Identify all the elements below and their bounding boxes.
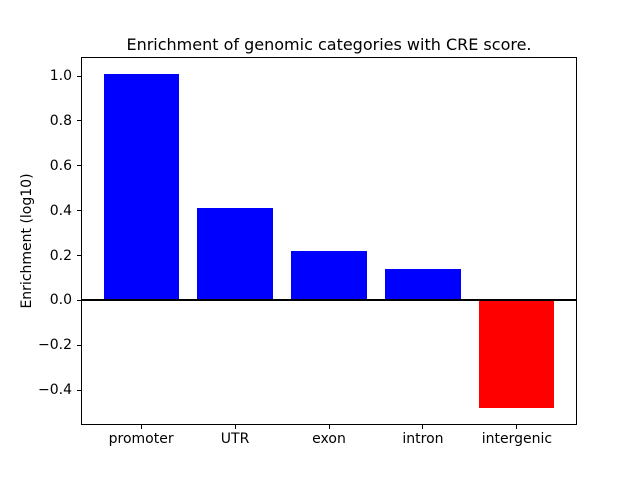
y-tick-label: 0.4 xyxy=(49,202,72,219)
chart-title: Enrichment of genomic categories with CR… xyxy=(126,35,532,54)
x-tick-label-intergenic: intergenic xyxy=(481,431,553,447)
y-axis-label: Enrichment (log10) xyxy=(19,173,35,309)
y-tick-label: 0.8 xyxy=(49,112,72,129)
x-tick-label-exon: exon xyxy=(312,431,346,447)
x-tick-label-intron: intron xyxy=(402,431,444,447)
bar-intron xyxy=(385,269,461,301)
y-tick-label: 1.0 xyxy=(49,68,72,85)
y-tick-mark xyxy=(77,255,81,257)
x-tick-mark xyxy=(140,425,142,429)
bar-exon xyxy=(291,251,367,301)
y-tick-label: 0.0 xyxy=(49,292,72,309)
y-tick-mark xyxy=(77,299,81,301)
y-tick-mark xyxy=(77,75,81,77)
x-tick-mark xyxy=(234,425,236,429)
x-tick-mark xyxy=(328,425,330,429)
y-tick-mark xyxy=(77,344,81,346)
bar-promoter xyxy=(103,73,179,301)
x-tick-mark xyxy=(516,425,518,429)
bar-UTR xyxy=(197,208,273,301)
x-tick-label-promoter: promoter xyxy=(108,431,174,447)
plot-area: 1.0 0.8 0.6 0.4 0.2 0.0 −0.2 −0.4 promoter UTR exo… xyxy=(38,57,577,447)
y-tick-mark xyxy=(77,120,81,122)
zero-line xyxy=(81,299,577,302)
y-tick-label: −0.2 xyxy=(38,337,72,354)
y-tick-mark xyxy=(77,389,81,391)
bar-intergenic xyxy=(479,300,555,409)
y-tick-mark xyxy=(77,165,81,167)
x-tick-mark xyxy=(422,425,424,429)
y-tick-label: −0.4 xyxy=(38,382,72,399)
y-tick-mark xyxy=(77,210,81,212)
y-tick-label: 0.2 xyxy=(49,247,72,264)
y-tick-label: 0.6 xyxy=(49,157,72,174)
x-tick-label-UTR: UTR xyxy=(220,431,250,447)
